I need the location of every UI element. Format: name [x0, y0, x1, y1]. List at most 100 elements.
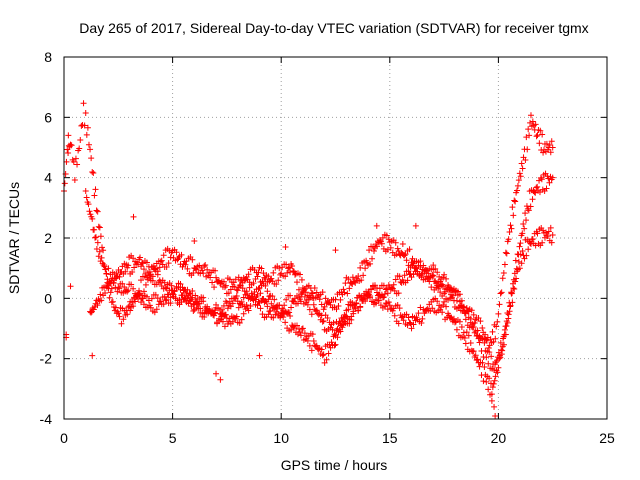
data-point [428, 284, 435, 291]
data-point [489, 384, 496, 391]
data-point [512, 198, 519, 205]
data-point [85, 201, 92, 208]
data-point [109, 298, 116, 305]
data-point [460, 304, 467, 311]
grid-lines [64, 57, 607, 419]
data-point [358, 277, 365, 284]
data-point [93, 207, 100, 214]
data-point [255, 286, 262, 293]
data-point [299, 289, 306, 296]
data-point [463, 304, 470, 311]
data-point [162, 297, 169, 304]
data-point [521, 225, 528, 232]
data-point [355, 307, 362, 314]
data-point [534, 183, 541, 190]
data-point [461, 334, 468, 341]
data-point [481, 364, 488, 371]
data-point [511, 286, 518, 293]
data-point [357, 303, 364, 310]
data-point [401, 252, 408, 259]
data-point [236, 320, 243, 327]
data-point [434, 298, 441, 305]
data-point [225, 290, 232, 297]
data-point [92, 234, 99, 241]
data-point [508, 290, 515, 297]
data-point [102, 266, 109, 273]
data-point [262, 275, 269, 282]
data-point [213, 370, 220, 377]
data-point [529, 118, 536, 125]
data-point [362, 295, 369, 302]
data-point [124, 311, 131, 318]
data-point [467, 315, 474, 322]
data-point [233, 313, 240, 320]
data-point [360, 272, 367, 279]
data-point [527, 203, 534, 210]
data-point [371, 247, 378, 254]
y-tick-label: 4 [44, 170, 52, 186]
data-point [80, 100, 87, 107]
data-point [299, 325, 306, 332]
data-point [160, 252, 167, 259]
data-point [131, 264, 138, 271]
data-point [366, 247, 373, 254]
data-point [391, 312, 398, 319]
data-point [310, 301, 317, 308]
data-point [189, 288, 196, 295]
data-point [534, 230, 541, 237]
data-point [306, 342, 313, 349]
data-point [92, 186, 99, 193]
plot-frame [63, 56, 608, 420]
data-point [546, 179, 553, 186]
x-tick-label: 10 [273, 430, 289, 446]
data-point [536, 140, 543, 147]
data-point [179, 292, 186, 299]
data-point [339, 324, 346, 331]
data-point [494, 318, 501, 325]
data-point [243, 288, 250, 295]
data-point [532, 121, 539, 128]
data-point [128, 281, 135, 288]
data-point [512, 257, 519, 264]
data-point [333, 306, 340, 313]
data-point [534, 132, 541, 139]
data-point [396, 273, 403, 280]
data-point [202, 262, 209, 269]
data-point [548, 138, 555, 145]
data-point [279, 264, 286, 271]
data-point [548, 239, 555, 246]
data-point [509, 299, 516, 306]
data-point [384, 290, 391, 297]
data-point [71, 177, 78, 184]
data-point [264, 288, 271, 295]
data-point [186, 297, 193, 304]
data-point [503, 250, 510, 257]
data-point [189, 294, 196, 301]
data-point [489, 328, 496, 335]
data-point [479, 359, 486, 366]
data-point [227, 286, 234, 293]
data-point [337, 328, 344, 335]
data-point [493, 323, 500, 330]
data-point [283, 261, 290, 268]
data-point [106, 294, 113, 301]
data-point [195, 305, 202, 312]
data-point [215, 305, 222, 312]
y-axis-label: SDTVAR / TECUs [6, 182, 22, 294]
data-point [207, 274, 214, 281]
data-point [496, 301, 503, 308]
data-point [472, 352, 479, 359]
data-point [404, 277, 411, 284]
data-point [502, 249, 509, 256]
data-point [506, 228, 513, 235]
data-point [413, 265, 420, 272]
data-point [229, 300, 236, 307]
data-point [154, 271, 161, 278]
data-point [440, 274, 447, 281]
data-points [61, 100, 556, 419]
data-point [220, 278, 227, 285]
data-point [151, 309, 158, 316]
data-point [93, 246, 100, 253]
data-point [518, 160, 525, 167]
